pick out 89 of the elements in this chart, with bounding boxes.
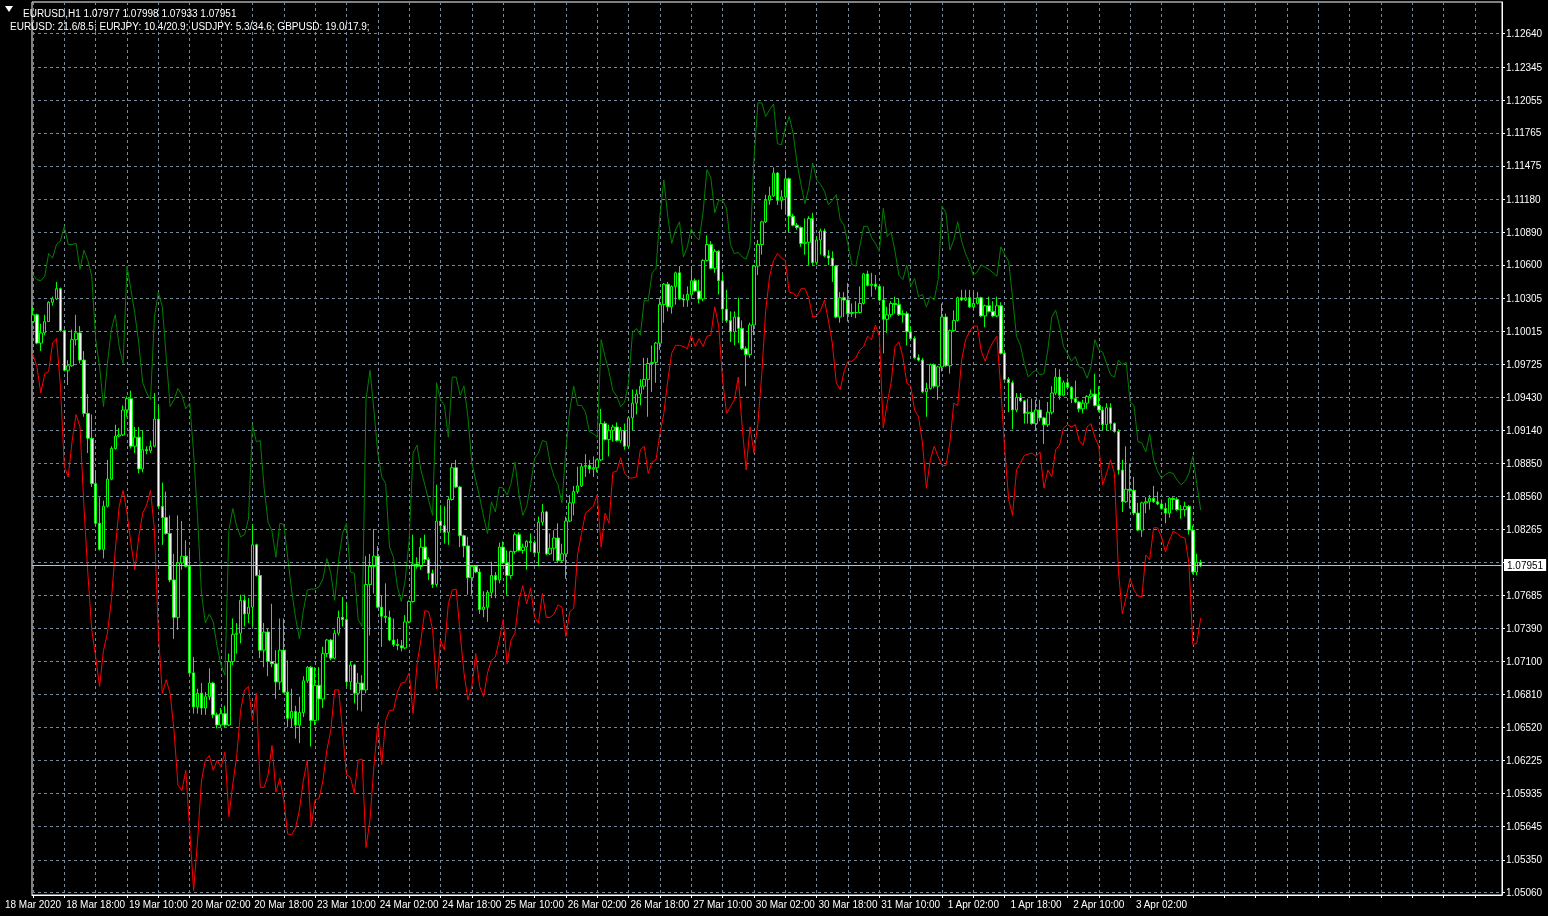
candlestick [1011,380,1014,430]
y-tick-label: 1.07390 [1506,623,1543,635]
candlestick [905,310,909,346]
y-tick-label: 1.09430 [1506,392,1543,403]
y-tick-label: 1.05645 [1506,820,1543,832]
y-tick-label: 1.12640 [1506,28,1543,40]
candlestick [1093,373,1097,408]
ref-line-label: 1.07951 [1507,559,1544,571]
candlestick [200,682,203,716]
candlestick [141,429,144,473]
y-tick-label: 1.10305 [1506,292,1543,304]
x-tick-label: 26 Mar 18:00 [630,898,690,910]
x-tick-label: 30 Mar 02:00 [755,898,816,910]
y-tick-label: 1.07100 [1506,656,1543,668]
line-series [32,253,1202,891]
x-tick-label: 26 Mar 02:00 [567,898,628,910]
x-tick-label: 20 Mar 02:00 [191,898,251,910]
y-tick-label: 1.08560 [1506,490,1543,502]
x-tick-label: 24 Mar 18:00 [442,898,502,910]
y-tick-label: 1.06520 [1506,721,1543,733]
y-tick-label: 1.05350 [1506,854,1543,866]
candlestick [893,296,897,315]
y-tick-label: 1.09725 [1506,358,1543,370]
y-tick-label: 1.08850 [1506,457,1543,469]
y-tick-label: 1.09140 [1506,424,1543,436]
candlestick [807,215,811,266]
candlestick [1140,501,1144,538]
candlestick [1030,398,1034,426]
candlestick [556,522,560,564]
x-tick-label: 30 Mar 18:00 [818,898,878,910]
candlestick [615,421,619,443]
candlestick [972,291,975,311]
candlestick [1168,496,1171,519]
candlestick [1026,398,1030,425]
y-tick-label: 1.12345 [1506,61,1543,73]
y-tick-label: 1.11475 [1506,160,1542,172]
candlestick [846,282,850,323]
y-tick-label: 1.08265 [1506,524,1543,536]
candlestick [137,426,141,474]
y-tick-label: 1.06810 [1506,688,1543,700]
y-tick-label: 1.06225 [1506,755,1543,767]
candlestick [1058,368,1061,401]
candlestick [870,272,873,298]
line-series [32,102,1202,676]
candlestick [478,568,481,615]
candlestick [991,300,995,318]
x-tick-label: 20 Mar 18:00 [254,898,314,910]
candlestick [1085,394,1089,410]
x-tick-label: 2 Apr 10:00 [1073,898,1125,910]
candlestick [607,424,611,457]
candlestick [1105,402,1108,431]
x-tick-label: 24 Mar 02:00 [379,898,440,910]
y-tick-label: 1.10015 [1506,325,1543,337]
x-tick-label: 25 Mar 10:00 [505,898,565,910]
x-tick-label: 1 Apr 02:00 [947,898,1000,910]
candlestick [309,665,313,748]
x-tick-label: 19 Mar 10:00 [128,898,189,910]
text: EURUSD,H1 1.07977 1.07998 1.07933 1.07951 [23,7,237,19]
y-tick-label: 1.12055 [1506,94,1543,106]
x-tick-label: 1 Apr 18:00 [1010,898,1063,910]
x-tick-label: 27 Mar 10:00 [693,898,753,910]
x-tick-label: 31 Mar 10:00 [881,898,941,910]
x-tick-label: 18 Mar 2020 [4,898,62,910]
candlestick [517,531,521,553]
candlestick [1034,399,1038,431]
x-tick-label: 23 Mar 10:00 [316,898,377,910]
x-tick-label: 18 Mar 18:00 [66,898,126,910]
x-tick-label: 3 Apr 02:00 [1135,898,1188,910]
candlestick [129,390,133,449]
candlestick [811,212,814,266]
y-tick-label: 1.11180 [1506,193,1542,205]
candlestick [592,455,595,478]
y-tick-label: 1.07685 [1506,589,1543,601]
candlestick [968,289,971,309]
text: EURUSD: 21.6/8.5; EURJPY: 10.4/20.9; USDJPY: 5.3/34.6; GBPUSD: 19.0/17.9; [10,20,370,32]
candlestick [776,171,779,206]
candlestick [251,523,254,627]
y-tick-label: 1.05060 [1506,887,1543,899]
y-tick-label: 1.10890 [1506,226,1543,238]
y-tick-label: 1.10600 [1506,259,1543,271]
candlestick [435,484,438,588]
candlestick [1081,399,1085,414]
candlestick [1109,402,1112,431]
candlestick [419,537,423,571]
y-tick-label: 1.11765 [1506,127,1542,139]
candlestick [466,536,470,596]
y-tick-label: 1.05935 [1506,788,1543,800]
candlestick [219,707,223,728]
candlestick [882,285,885,354]
